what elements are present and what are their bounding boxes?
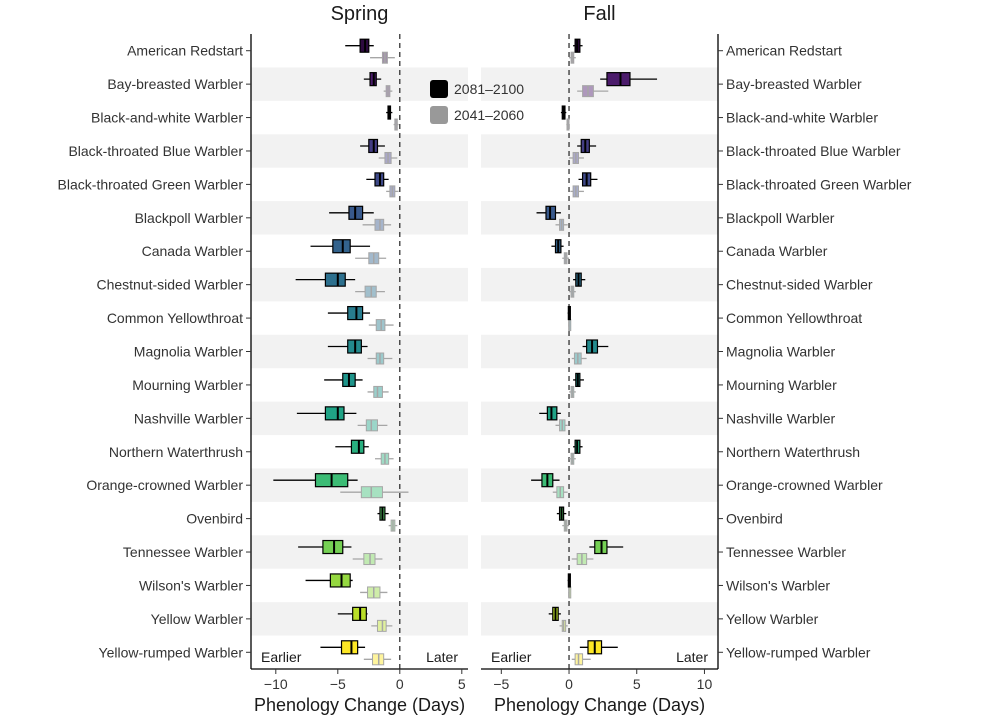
species-label-left-black-and-white-warbler: Black-and-white Warbler (91, 110, 243, 126)
legend-label-1: 2041–2060 (454, 107, 524, 123)
species-label-right-ovenbird: Ovenbird (726, 511, 783, 527)
row-band-1-5 (481, 201, 718, 235)
row-band-0-11 (251, 401, 468, 436)
species-label-right-wilson-s-warbler: Wilson's Warbler (726, 577, 830, 593)
row-band-1-17 (481, 602, 718, 636)
species-label-left-magnolia-warbler: Magnolia Warbler (134, 344, 244, 360)
fall-x-axis-label: Phenology Change (Days) (494, 695, 705, 715)
spring-late-box-canada-warbler (332, 239, 351, 254)
row-band-1-3 (481, 134, 718, 168)
species-label-left-chestnut-sided-warbler: Chestnut-sided Warbler (96, 277, 243, 293)
row-band-1-9 (481, 334, 718, 369)
species-label-right-american-redstart: American Redstart (726, 43, 842, 59)
fall-xtick-label-5: 5 (633, 676, 641, 692)
species-label-right-northern-waterthrush: Northern Waterthrush (726, 444, 860, 460)
species-label-left-common-yellowthroat: Common Yellowthroat (107, 310, 243, 326)
spring-xtick-label-5: 5 (458, 676, 466, 692)
species-label-left-northern-waterthrush: Northern Waterthrush (109, 444, 243, 460)
row-band-0-13 (251, 468, 468, 502)
species-label-left-black-throated-blue-warbler: Black-throated Blue Warbler (68, 143, 243, 159)
spring-annotation-earlier: Earlier (261, 649, 302, 665)
spring-annotation-later: Later (426, 649, 458, 665)
row-bands (251, 67, 718, 636)
species-label-right-bay-breasted-warbler: Bay-breasted Warbler (726, 76, 862, 92)
spring-late-box-tennessee-warbler (322, 539, 344, 555)
species-label-right-blackpoll-warbler: Blackpoll Warbler (726, 210, 835, 226)
species-label-right-yellow-warbler: Yellow Warbler (726, 611, 819, 627)
fall-xtick-label-0: 0 (565, 676, 573, 692)
species-label-right-orange-crowned-warbler: Orange-crowned Warbler (726, 477, 883, 493)
row-band-1-11 (481, 401, 718, 436)
fall-annotation-later: Later (676, 649, 708, 665)
species-label-left-black-throated-green-warbler: Black-throated Green Warbler (58, 176, 244, 192)
species-label-left-canada-warbler: Canada Warbler (142, 243, 244, 259)
legend-swatch-1 (430, 106, 448, 124)
fall-panel-title: Fall (583, 3, 615, 25)
species-label-left-tennessee-warbler: Tennessee Warbler (123, 544, 243, 560)
spring-late-box-common-yellowthroat (347, 305, 364, 321)
text-labels: American Redstart American Redstart Bay-br… (58, 3, 912, 715)
species-label-left-mourning-warbler: Mourning Warbler (132, 377, 243, 393)
spring-xtick-label--10: −10 (264, 676, 288, 692)
species-label-left-wilson-s-warbler: Wilson's Warbler (139, 577, 243, 593)
spring-late-box-nashville-warbler (324, 406, 345, 421)
spring-panel-title: Spring (331, 3, 389, 25)
species-label-left-yellow-warbler: Yellow Warbler (151, 611, 244, 627)
spring-late-box-chestnut-sided-warbler (324, 272, 346, 287)
spring-x-axis-label: Phenology Change (Days) (254, 695, 465, 715)
species-label-left-bay-breasted-warbler: Bay-breasted Warbler (107, 76, 243, 92)
fall-annotation-earlier: Earlier (491, 649, 532, 665)
species-label-right-chestnut-sided-warbler: Chestnut-sided Warbler (726, 277, 873, 293)
spring-late-box-yellow-rumped-warbler (340, 640, 359, 655)
fall-xtick-label-10: 10 (697, 676, 713, 692)
spring-xtick-label--5: −5 (330, 676, 346, 692)
legend: 2081–2100 2041–2060 (430, 80, 524, 124)
fall-late-box-bay-breasted-warbler (606, 72, 631, 87)
legend-label-0: 2081–2100 (454, 81, 524, 97)
species-label-left-blackpoll-warbler: Blackpoll Warbler (135, 210, 244, 226)
species-label-right-black-and-white-warbler: Black-and-white Warbler (726, 110, 878, 126)
spring-late-box-wilson-s-warbler (329, 573, 351, 588)
spring-xtick-label-0: 0 (396, 676, 404, 692)
panel-frames (246, 34, 723, 674)
species-label-right-common-yellowthroat: Common Yellowthroat (726, 310, 862, 326)
spring-late-box-northern-waterthrush (350, 439, 365, 454)
species-label-left-nashville-warbler: Nashville Warbler (134, 410, 244, 426)
row-band-0-3 (251, 134, 468, 168)
legend-swatch-0 (430, 80, 448, 98)
row-band-0-15 (251, 535, 468, 569)
species-label-left-orange-crowned-warbler: Orange-crowned Warbler (86, 477, 243, 493)
species-label-left-american-redstart: American Redstart (127, 43, 243, 59)
row-band-0-7 (251, 267, 468, 302)
species-label-right-mourning-warbler: Mourning Warbler (726, 377, 837, 393)
species-label-left-ovenbird: Ovenbird (186, 511, 243, 527)
row-band-1-1 (481, 67, 718, 101)
species-label-left-yellow-rumped-warbler: Yellow-rumped Warbler (99, 644, 244, 660)
species-label-right-black-throated-blue-warbler: Black-throated Blue Warbler (726, 143, 901, 159)
box-marks (273, 38, 658, 666)
species-label-right-nashville-warbler: Nashville Warbler (726, 410, 836, 426)
fall-xtick-label--5: −5 (493, 676, 509, 692)
row-band-1-13 (481, 468, 718, 502)
zero-reference-lines (399, 34, 570, 669)
species-label-right-yellow-rumped-warbler: Yellow-rumped Warbler (726, 644, 871, 660)
species-label-right-magnolia-warbler: Magnolia Warbler (726, 344, 836, 360)
species-label-right-tennessee-warbler: Tennessee Warbler (726, 544, 846, 560)
species-label-right-canada-warbler: Canada Warbler (726, 243, 828, 259)
species-label-right-black-throated-green-warbler: Black-throated Green Warbler (726, 176, 912, 192)
row-band-1-7 (481, 267, 718, 302)
